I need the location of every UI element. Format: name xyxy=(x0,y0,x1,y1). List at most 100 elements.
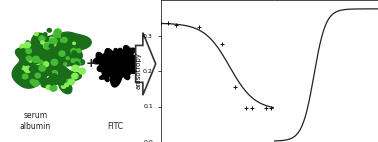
Circle shape xyxy=(28,58,33,62)
Circle shape xyxy=(35,59,41,65)
Polygon shape xyxy=(93,53,109,67)
Circle shape xyxy=(52,74,57,78)
Circle shape xyxy=(59,51,65,56)
Polygon shape xyxy=(125,62,138,74)
Circle shape xyxy=(50,85,57,91)
Circle shape xyxy=(29,67,34,71)
Circle shape xyxy=(35,73,40,78)
Circle shape xyxy=(67,79,70,82)
Circle shape xyxy=(50,41,56,46)
Circle shape xyxy=(73,42,75,44)
Circle shape xyxy=(76,46,82,51)
Circle shape xyxy=(17,64,22,69)
Circle shape xyxy=(58,35,60,37)
Circle shape xyxy=(32,80,39,86)
Circle shape xyxy=(61,43,64,46)
Circle shape xyxy=(24,66,31,72)
Circle shape xyxy=(77,49,81,52)
Circle shape xyxy=(60,38,65,43)
Circle shape xyxy=(39,75,46,81)
Circle shape xyxy=(26,41,29,44)
Circle shape xyxy=(45,53,47,55)
Circle shape xyxy=(51,59,58,65)
Circle shape xyxy=(25,63,30,67)
Circle shape xyxy=(57,30,60,33)
Polygon shape xyxy=(136,33,156,95)
Circle shape xyxy=(71,59,75,62)
Circle shape xyxy=(22,66,25,69)
Circle shape xyxy=(60,66,65,70)
Polygon shape xyxy=(111,69,123,80)
Circle shape xyxy=(62,85,66,88)
Circle shape xyxy=(53,33,58,37)
Circle shape xyxy=(43,62,49,67)
Polygon shape xyxy=(118,67,133,80)
Circle shape xyxy=(43,33,47,36)
Circle shape xyxy=(54,73,61,79)
Polygon shape xyxy=(121,46,136,59)
Circle shape xyxy=(50,85,53,88)
Circle shape xyxy=(71,48,77,54)
Circle shape xyxy=(50,38,57,44)
Y-axis label: anisotropy: anisotropy xyxy=(136,53,142,89)
Circle shape xyxy=(30,80,35,84)
Circle shape xyxy=(49,39,55,44)
Circle shape xyxy=(64,63,67,66)
Circle shape xyxy=(43,43,51,49)
Polygon shape xyxy=(100,48,138,87)
Text: serum
albumin: serum albumin xyxy=(20,111,51,131)
Circle shape xyxy=(22,74,28,79)
Circle shape xyxy=(77,60,82,64)
Circle shape xyxy=(72,51,76,55)
Circle shape xyxy=(54,29,61,35)
Polygon shape xyxy=(41,67,81,94)
Circle shape xyxy=(54,69,57,72)
Circle shape xyxy=(62,39,66,43)
Text: +: + xyxy=(85,57,96,70)
Circle shape xyxy=(72,73,78,79)
Circle shape xyxy=(20,44,25,49)
Text: FITC: FITC xyxy=(108,122,124,131)
Circle shape xyxy=(52,71,57,76)
Circle shape xyxy=(59,79,66,85)
Circle shape xyxy=(72,65,79,71)
Circle shape xyxy=(39,36,45,41)
Circle shape xyxy=(21,49,25,52)
Circle shape xyxy=(49,44,54,48)
Circle shape xyxy=(81,60,84,63)
Circle shape xyxy=(24,42,31,48)
Polygon shape xyxy=(43,32,91,66)
Circle shape xyxy=(39,65,45,71)
Circle shape xyxy=(44,43,50,49)
Polygon shape xyxy=(122,53,140,68)
Circle shape xyxy=(39,60,43,64)
Circle shape xyxy=(71,62,76,66)
Polygon shape xyxy=(99,71,112,82)
Circle shape xyxy=(46,85,51,90)
Circle shape xyxy=(35,33,38,36)
Circle shape xyxy=(24,68,28,71)
Circle shape xyxy=(30,54,34,56)
Circle shape xyxy=(65,83,69,86)
Circle shape xyxy=(62,37,67,42)
Circle shape xyxy=(26,49,31,54)
Circle shape xyxy=(50,82,54,85)
Circle shape xyxy=(41,41,44,44)
Circle shape xyxy=(68,79,75,84)
Circle shape xyxy=(47,72,52,76)
Polygon shape xyxy=(102,49,119,64)
Circle shape xyxy=(56,70,62,75)
Circle shape xyxy=(50,37,54,40)
Circle shape xyxy=(47,29,51,32)
Circle shape xyxy=(73,59,79,64)
Polygon shape xyxy=(12,33,82,88)
Polygon shape xyxy=(97,59,115,75)
Circle shape xyxy=(73,62,79,67)
Circle shape xyxy=(25,48,28,51)
Circle shape xyxy=(54,72,59,76)
Circle shape xyxy=(32,57,39,62)
Polygon shape xyxy=(112,49,123,59)
Circle shape xyxy=(70,56,74,60)
Circle shape xyxy=(34,56,39,61)
Circle shape xyxy=(66,57,69,59)
